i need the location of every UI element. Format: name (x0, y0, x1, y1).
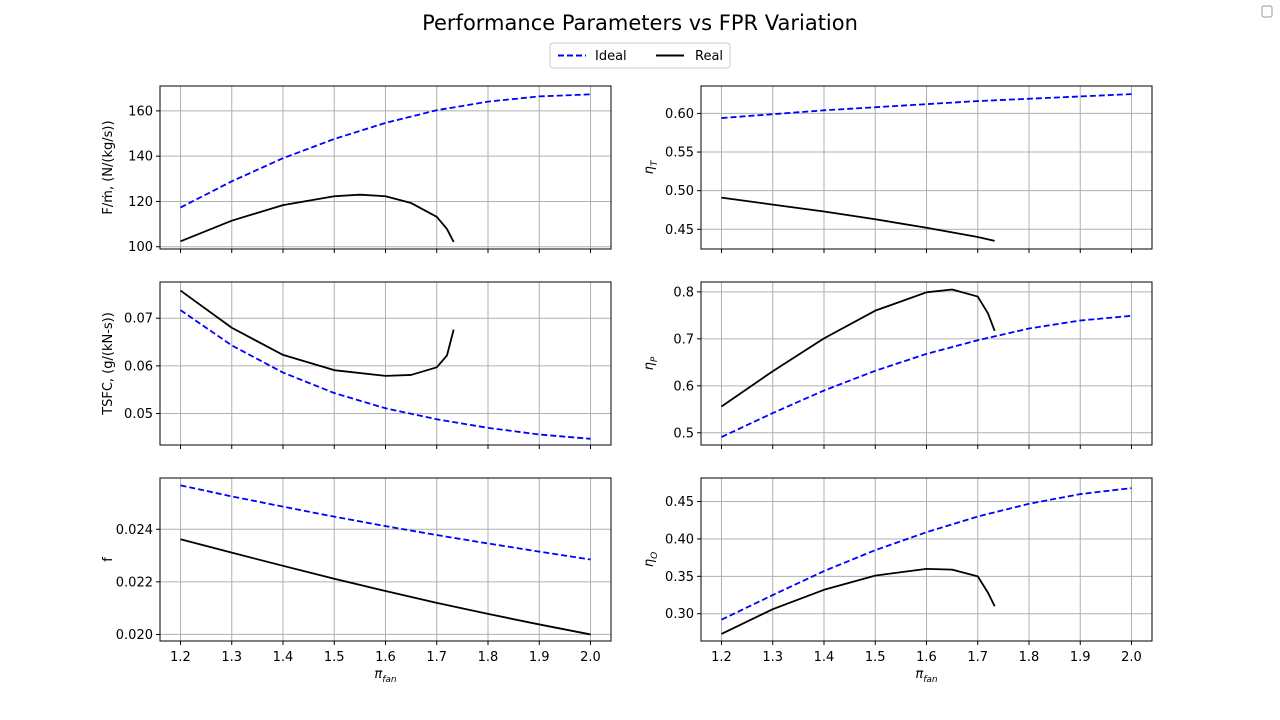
y-tick-label: 0.50 (665, 184, 694, 199)
series-line-ideal (721, 314, 1132, 438)
series-line-real (180, 538, 591, 636)
y-tick-label: 0.7 (673, 332, 694, 347)
y-axis-label: F/ṁ, (N/(kg/s)) (101, 120, 116, 214)
x-tick-label: 1.6 (375, 650, 396, 665)
y-tick-label: 0.45 (665, 223, 694, 238)
y-tick-label: 0.06 (124, 359, 153, 374)
y-tick-label: 160 (128, 104, 153, 119)
subplot-fuel-ratio: 1.2 1.3 1.4 1.5 1.6 1.7 1.8 1.9 2.0 0.020 0.022 0.0… (101, 477, 612, 685)
x-axis-label: πfan (915, 667, 938, 685)
series-line-ideal (179, 309, 591, 440)
y-axis-label: ηT (642, 159, 660, 174)
y-axis-label: ηO (642, 552, 660, 567)
x-tick-label: 1.4 (814, 650, 835, 665)
subplot-thrust: 100 120 140 160 F/ṁ, (N/(kg/s)) (101, 85, 612, 255)
y-tick-label: 0.05 (124, 407, 153, 422)
series-line-real (720, 288, 996, 408)
y-tick-label: 0.40 (665, 532, 694, 547)
x-tick-label: 2.0 (580, 650, 601, 665)
y-tick-label: 0.5 (673, 426, 694, 441)
subplot-eta-o: 1.2 1.3 1.4 1.5 1.6 1.7 1.8 1.9 2.0 0.30 0.35 0.40 0… (642, 477, 1153, 685)
y-tick-label: 0.60 (665, 107, 694, 122)
x-tick-label: 2.0 (1121, 650, 1142, 665)
x-tick-label: 1.2 (711, 650, 732, 665)
y-tick-label: 0.35 (665, 570, 694, 585)
y-tick-label: 0.30 (665, 607, 694, 622)
subplot-tsfc: 0.05 0.06 0.07 TSFC, (g/(kN-s)) (101, 281, 612, 449)
x-tick-label: 1.5 (324, 650, 345, 665)
x-tick-label: 1.8 (1019, 650, 1040, 665)
x-tick-label: 1.7 (967, 650, 988, 665)
x-tick-label: 1.8 (478, 650, 499, 665)
legend: Ideal Real (549, 42, 731, 69)
y-tick-label: 100 (128, 240, 153, 255)
y-tick-label: 0.8 (673, 285, 694, 300)
subplot-eta-p: 0.5 0.6 0.7 0.8 ηP (642, 281, 1153, 449)
y-tick-label: 0.022 (116, 575, 153, 590)
y-tick-label: 0.07 (124, 312, 153, 327)
series-line-real (721, 196, 995, 242)
x-tick-label: 1.3 (221, 650, 242, 665)
series-line-ideal (721, 487, 1132, 621)
series-line-real (721, 567, 996, 635)
x-tick-label: 1.4 (273, 650, 294, 665)
legend-frame (549, 42, 731, 69)
series-line-real (180, 193, 455, 243)
window-corner-checkbox[interactable] (1261, 5, 1273, 18)
checkbox-icon[interactable] (1261, 5, 1273, 18)
series-line-real (179, 289, 455, 377)
y-tick-label: 120 (128, 195, 153, 210)
series-line-ideal (721, 93, 1132, 119)
y-axis-label: TSFC, (g/(kN-s)) (101, 312, 116, 416)
y-tick-label: 0.020 (116, 628, 153, 643)
x-tick-label: 1.9 (1070, 650, 1091, 665)
y-tick-label: 0.45 (665, 495, 694, 510)
x-axis-label: πfan (374, 667, 397, 685)
x-tick-label: 1.2 (170, 650, 191, 665)
legend-ideal-label: Ideal (595, 49, 627, 64)
y-tick-label: 0.55 (665, 146, 694, 161)
subplot-eta-t: 0.45 0.50 0.55 0.60 ηT (642, 85, 1153, 253)
y-axis-label: f (101, 557, 116, 562)
figure-title: Performance Parameters vs FPR Variation (422, 11, 858, 35)
y-tick-label: 140 (128, 150, 153, 165)
x-tick-label: 1.5 (865, 650, 886, 665)
series-line-ideal (180, 484, 591, 561)
y-tick-label: 0.6 (673, 379, 694, 394)
y-tick-label: 0.024 (116, 523, 153, 538)
y-axis-label: ηP (642, 356, 660, 370)
x-tick-label: 1.3 (762, 650, 783, 665)
x-tick-label: 1.7 (426, 650, 447, 665)
x-tick-label: 1.9 (529, 650, 550, 665)
series-line-ideal (180, 93, 591, 209)
legend-real-label: Real (695, 49, 723, 64)
x-tick-label: 1.6 (916, 650, 937, 665)
